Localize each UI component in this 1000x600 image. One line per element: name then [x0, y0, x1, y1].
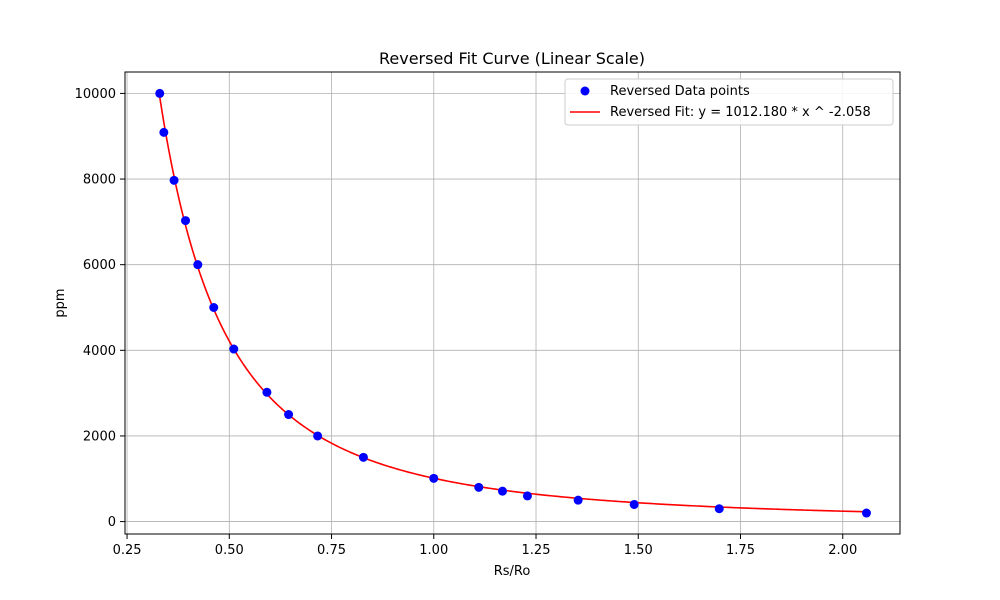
data-point [474, 482, 484, 492]
data-point [181, 216, 191, 226]
x-tick-label: 0.75 [317, 543, 346, 558]
data-point [169, 175, 179, 185]
y-tick-label: 2000 [83, 429, 116, 444]
data-point [209, 302, 219, 312]
data-point [155, 88, 165, 98]
data-point [262, 387, 272, 397]
x-tick-label: 0.25 [113, 543, 142, 558]
data-point [193, 260, 203, 270]
y-tick-label: 8000 [83, 173, 116, 188]
data-point [861, 508, 871, 518]
legend-marker-data-points [580, 86, 590, 96]
data-point [159, 127, 169, 137]
grid [125, 72, 900, 534]
data-point [358, 452, 368, 462]
legend-label-fit: Reversed Fit: y = 1012.180 * x ^ -2.058 [610, 105, 871, 120]
legend-label-data-points: Reversed Data points [610, 84, 750, 99]
fit-curve-line [158, 97, 867, 513]
data-point [229, 344, 239, 354]
data-point [497, 486, 507, 496]
plot-frame [124, 71, 901, 535]
x-tick-label: 1.00 [419, 543, 448, 558]
x-tick-label: 2.00 [828, 543, 857, 558]
chart-title: Reversed Fit Curve (Linear Scale) [379, 49, 645, 68]
data-point [573, 495, 583, 505]
y-axis-ticks: 0 2000 4000 6000 8000 10000 [75, 87, 125, 530]
data-point [313, 431, 323, 441]
x-axis-ticks: 0.25 0.50 0.75 1.00 1.25 1.50 1.75 2.00 [113, 534, 857, 558]
legend: Reversed Data points Reversed Fit: y = 1… [564, 78, 894, 126]
y-axis-label: ppm [53, 288, 68, 317]
legend-box [564, 78, 894, 126]
data-point [714, 504, 724, 514]
y-tick-label: 6000 [83, 258, 116, 273]
fit-curve-layer [158, 97, 867, 513]
data-point [522, 491, 532, 501]
data-point [429, 473, 439, 483]
x-tick-label: 1.25 [522, 543, 551, 558]
y-tick-label: 10000 [75, 87, 116, 102]
x-tick-label: 1.75 [726, 543, 755, 558]
data-point [629, 499, 639, 509]
x-tick-label: 0.50 [215, 543, 244, 558]
data-points-layer [155, 88, 871, 518]
y-tick-label: 4000 [83, 344, 116, 359]
x-axis-label: Rs/Ro [494, 564, 531, 579]
data-point [284, 410, 294, 420]
x-tick-label: 1.50 [624, 543, 653, 558]
y-tick-label: 0 [108, 515, 116, 530]
